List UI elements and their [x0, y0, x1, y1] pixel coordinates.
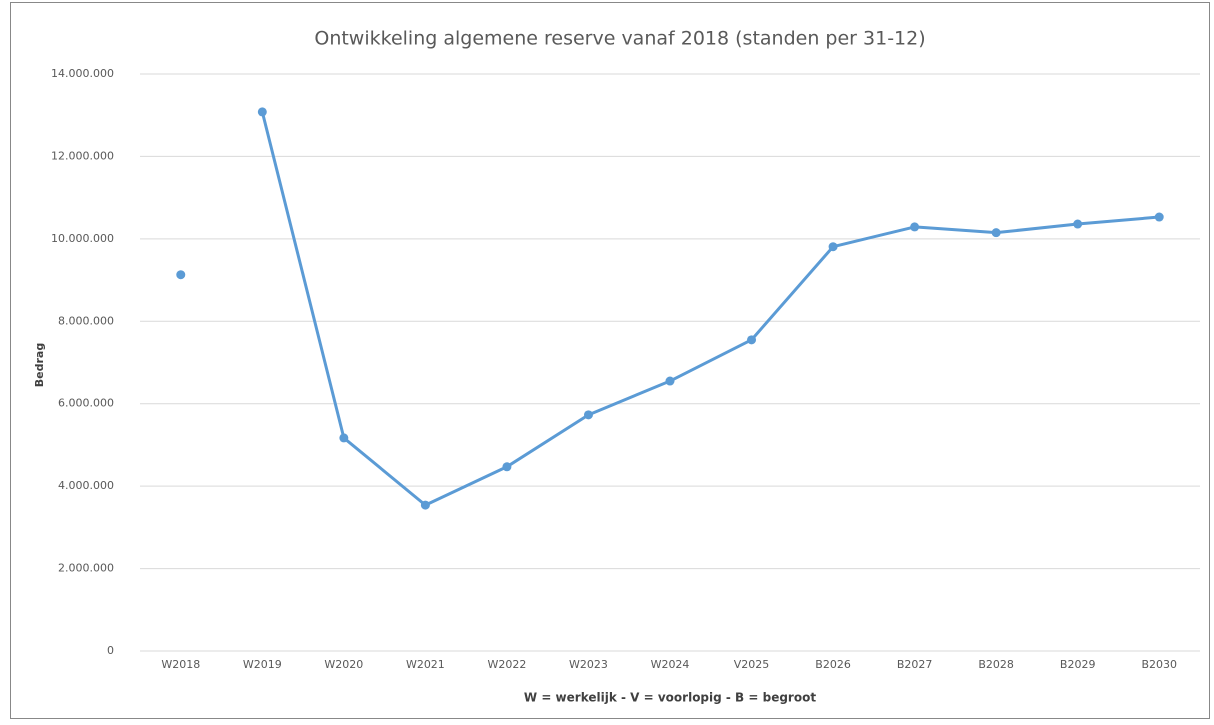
- x-tick-label: B2030: [1141, 658, 1177, 671]
- y-tick-label: 6.000.000: [58, 397, 114, 410]
- y-axis-label: Bedrag: [33, 343, 46, 387]
- chart-title: Ontwikkeling algemene reserve vanaf 2018…: [314, 28, 925, 50]
- point: [420, 500, 430, 510]
- x-axis-label: W = werkelijk - V = voorlopig - B = begr…: [524, 691, 816, 705]
- point: [339, 433, 349, 443]
- point: [176, 270, 186, 280]
- y-tick-label: 8.000.000: [58, 314, 114, 327]
- x-tick-label: B2028: [978, 658, 1014, 671]
- point: [583, 410, 593, 420]
- chart-border: [10, 2, 1210, 719]
- x-tick-label: B2026: [815, 658, 851, 671]
- x-tick-label: B2027: [897, 658, 933, 671]
- y-tick-label: 10.000.000: [51, 232, 114, 245]
- point: [991, 228, 1001, 238]
- point: [828, 242, 838, 252]
- point: [1073, 219, 1083, 229]
- y-tick-label: 2.000.000: [58, 562, 114, 575]
- point: [502, 462, 512, 472]
- point: [257, 107, 267, 117]
- x-tick-label: B2029: [1060, 658, 1096, 671]
- x-tick-label: V2025: [734, 658, 770, 671]
- point: [665, 376, 675, 386]
- y-tick-label: 12.000.000: [51, 149, 114, 162]
- line: [260, 111, 1160, 507]
- x-tick-label: W2023: [569, 658, 608, 671]
- point: [910, 222, 920, 232]
- y-tick-label: 0: [107, 644, 114, 657]
- y-tick-label: 4.000.000: [58, 479, 114, 492]
- x-tick-label: W2022: [487, 658, 526, 671]
- x-tick-label: W2018: [161, 658, 200, 671]
- point: [1154, 212, 1164, 222]
- x-tick-label: W2024: [651, 658, 690, 671]
- x-tick-label: W2021: [406, 658, 445, 671]
- y-tick-label: 14.000.000: [51, 67, 114, 80]
- point: [747, 335, 757, 345]
- x-tick-label: W2020: [324, 658, 363, 671]
- x-tick-label: W2019: [243, 658, 282, 671]
